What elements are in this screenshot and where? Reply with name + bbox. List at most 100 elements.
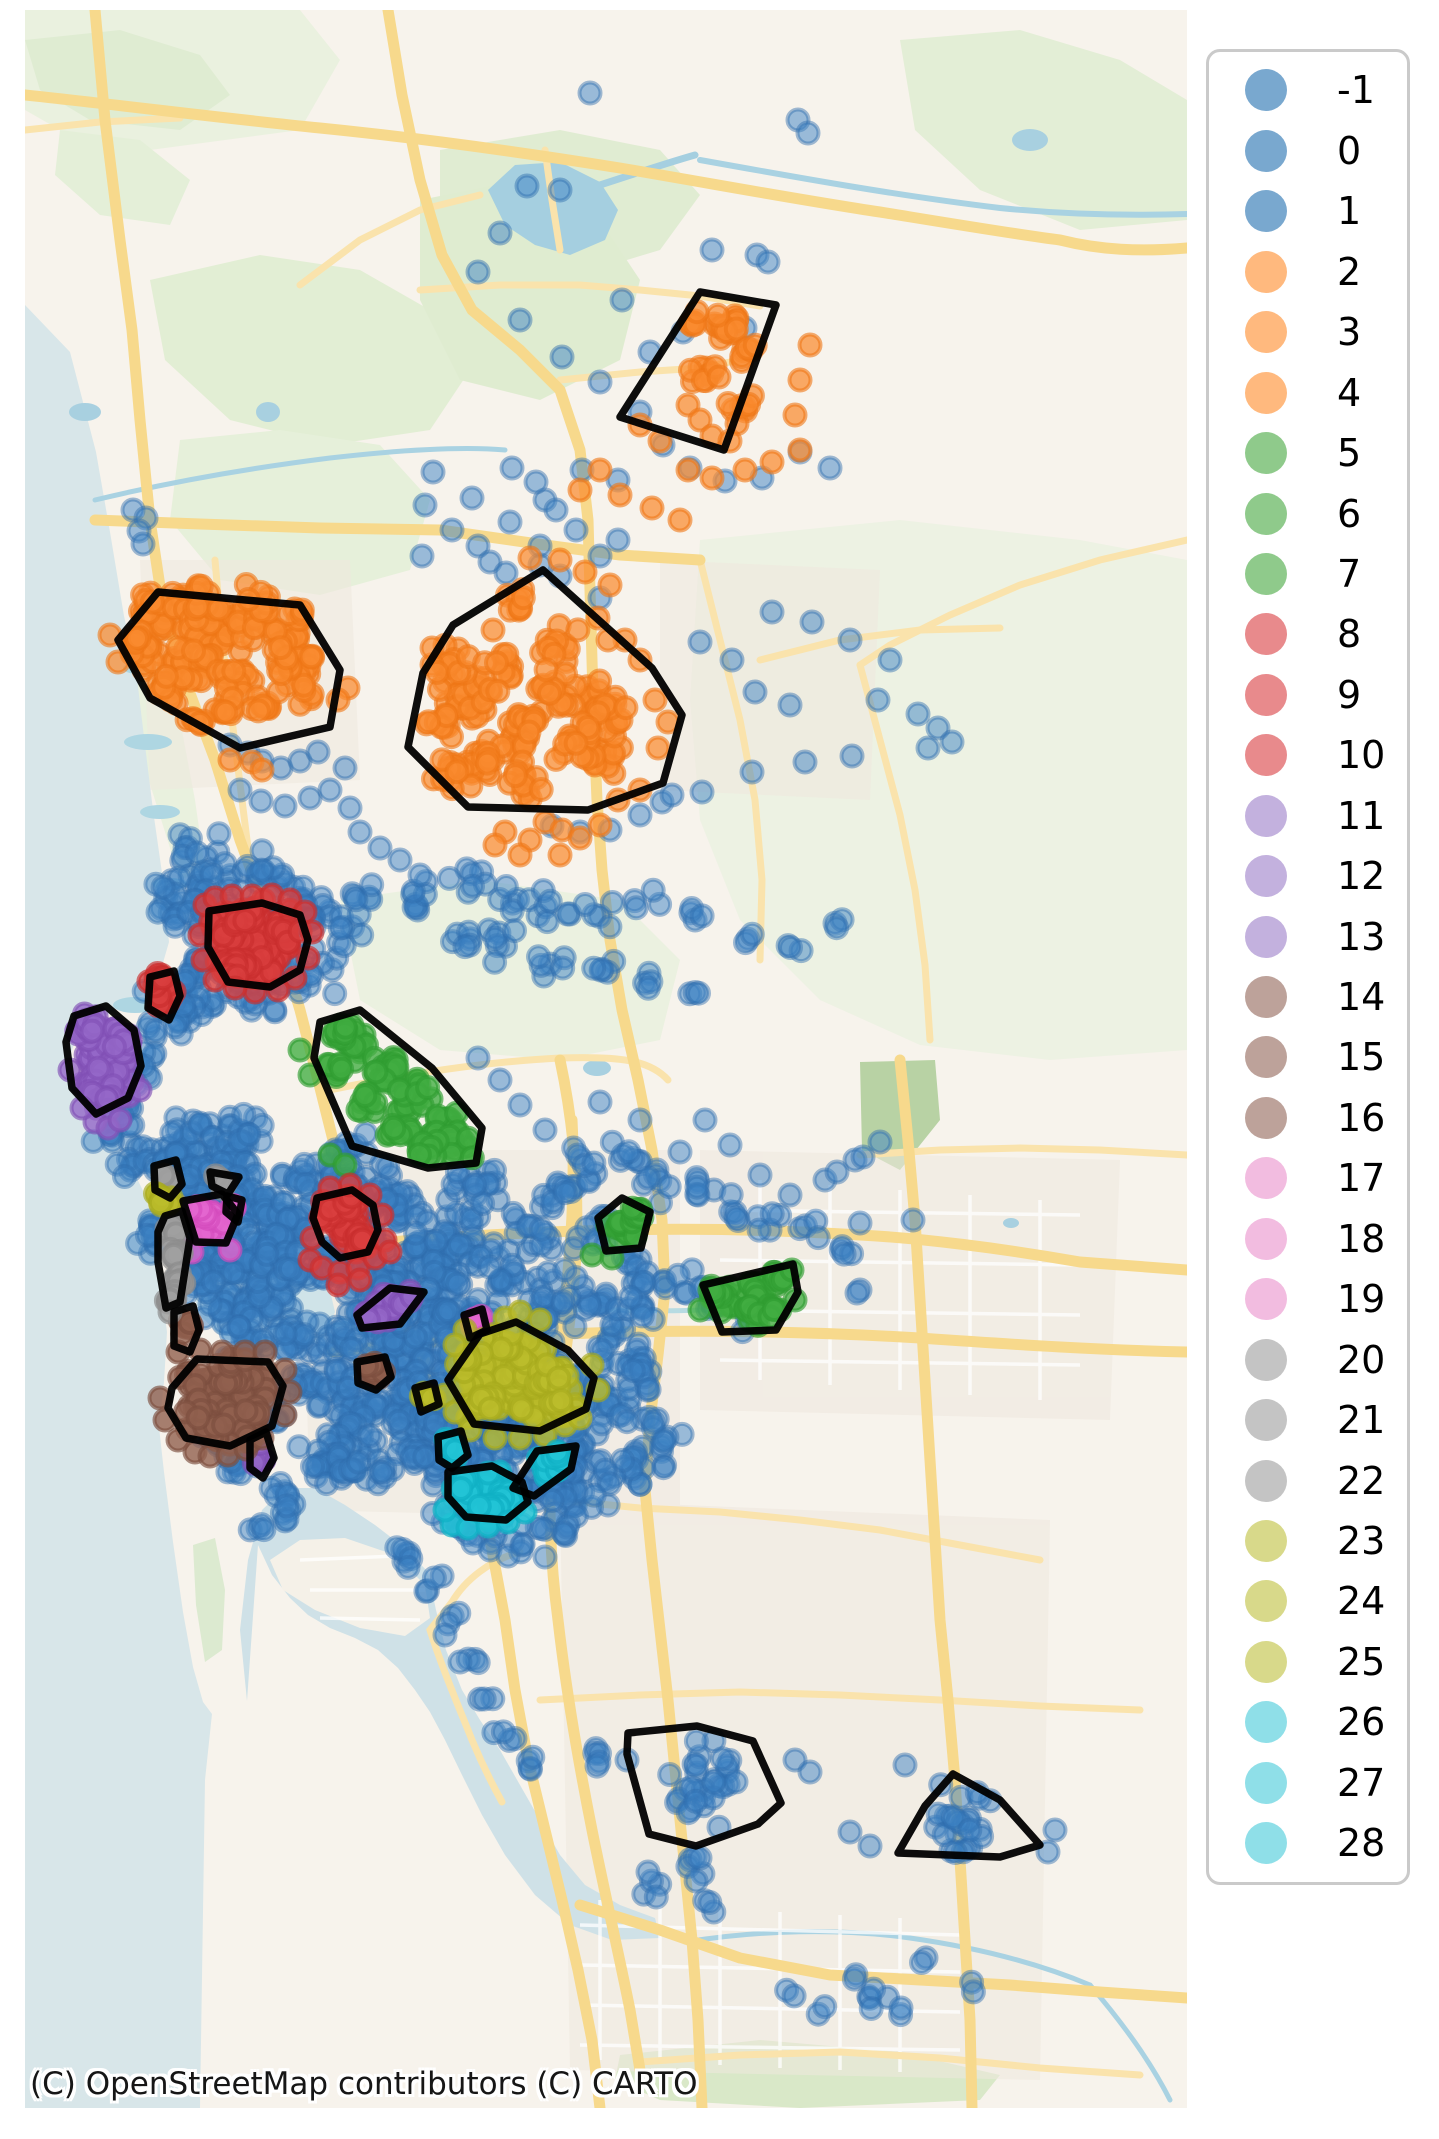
cluster-hull-olive: [411, 1379, 443, 1416]
legend-item: 5: [1209, 425, 1407, 481]
cluster-hull-green: [310, 1006, 486, 1172]
cluster-hull-orange: [114, 588, 344, 752]
legend-label: 22: [1337, 1458, 1386, 1503]
cluster-hull-gray: [154, 1207, 194, 1312]
legend-item: 13: [1209, 909, 1407, 965]
cluster-hull-purple: [62, 1002, 145, 1118]
cluster-hull-magenta: [179, 1190, 242, 1247]
legend-color-swatch: [1245, 69, 1287, 112]
legend-color-swatch: [1245, 311, 1287, 354]
map-canvas: [25, 10, 1187, 2108]
legend-label: 13: [1337, 914, 1386, 959]
legend-label: 8: [1337, 612, 1362, 657]
legend-item: 19: [1209, 1271, 1407, 1327]
legend-label: 3: [1337, 310, 1362, 355]
legend-label: 2: [1337, 249, 1362, 294]
legend-item: 4: [1209, 365, 1407, 421]
legend-color-swatch: [1245, 1338, 1287, 1381]
legend-item: 16: [1209, 1090, 1407, 1146]
cluster-hull-orange: [404, 566, 686, 814]
legend-label: 26: [1337, 1700, 1386, 1745]
legend-label: -1: [1337, 68, 1375, 113]
legend-color-swatch: [1245, 1761, 1287, 1804]
legend-label: 15: [1337, 1035, 1386, 1080]
legend-color-swatch: [1245, 1822, 1287, 1865]
cluster-hull-gray: [150, 1156, 186, 1202]
legend-label: 7: [1337, 551, 1362, 596]
legend-label: 5: [1337, 431, 1362, 476]
legend-label: 20: [1337, 1337, 1386, 1382]
legend-item: 21: [1209, 1392, 1407, 1448]
legend-label: 28: [1337, 1821, 1386, 1866]
legend-label: 4: [1337, 370, 1362, 415]
legend-color-swatch: [1245, 1580, 1287, 1623]
legend-color-swatch: [1245, 855, 1287, 898]
legend-label: 1: [1337, 189, 1362, 234]
legend-item: 27: [1209, 1755, 1407, 1811]
legend-color-swatch: [1245, 129, 1287, 172]
legend-item: 0: [1209, 123, 1407, 179]
legend-color-swatch: [1245, 250, 1287, 293]
legend-item: 6: [1209, 486, 1407, 542]
legend-item: 8: [1209, 606, 1407, 662]
legend-item: 15: [1209, 1029, 1407, 1085]
legend-item: 7: [1209, 546, 1407, 602]
legend-color-swatch: [1245, 1459, 1287, 1502]
cluster-hull-red: [204, 899, 312, 991]
legend-item: 9: [1209, 667, 1407, 723]
legend-item: 2: [1209, 244, 1407, 300]
legend-color-swatch: [1245, 1399, 1287, 1442]
cluster-hull-purple: [353, 1284, 428, 1332]
legend-label: 27: [1337, 1760, 1386, 1805]
map-figure: (C) OpenStreetMap contributors (C) CARTO: [25, 10, 1187, 2108]
legend-label: 6: [1337, 491, 1362, 536]
legend-item: 25: [1209, 1634, 1407, 1690]
legend-color-swatch: [1245, 976, 1287, 1018]
legend-item: 3: [1209, 304, 1407, 360]
legend-item: 12: [1209, 848, 1407, 904]
cluster-hull-green: [699, 1260, 802, 1336]
cluster-hull-red: [144, 967, 184, 1024]
legend-item: 11: [1209, 788, 1407, 844]
legend-label: 0: [1337, 128, 1362, 173]
cluster-hull-olive: [444, 1318, 598, 1435]
legend-item: 17: [1209, 1150, 1407, 1206]
cluster-hull-cyan: [444, 1462, 532, 1524]
cluster-hull-noise-blue: [894, 1770, 1044, 1861]
legend-color-swatch: [1245, 1701, 1287, 1744]
cluster-hull-red: [309, 1186, 382, 1262]
legend-color-swatch: [1245, 613, 1287, 656]
map-legend: -1 0 1 2 3 4 5 6 7 8 9 1: [1206, 49, 1410, 1885]
legend-color-swatch: [1245, 673, 1287, 716]
legend-label: 18: [1337, 1216, 1386, 1261]
cluster-dots-olive: [143, 1181, 611, 1451]
legend-label: 11: [1337, 793, 1386, 838]
legend-color-swatch: [1245, 1217, 1287, 1260]
legend-label: 10: [1337, 733, 1386, 778]
legend-color-swatch: [1245, 1096, 1287, 1139]
legend-label: 24: [1337, 1579, 1386, 1624]
cluster-dots-orange: [97, 299, 823, 868]
legend-label: 16: [1337, 1095, 1386, 1140]
cluster-hull-orange: [616, 288, 780, 454]
cluster-hull-green: [594, 1194, 654, 1255]
legend-color-swatch: [1245, 492, 1287, 535]
cluster-hull-cyan: [509, 1442, 580, 1500]
legend-item: 20: [1209, 1332, 1407, 1388]
legend-color-swatch: [1245, 371, 1287, 414]
legend-item: 18: [1209, 1211, 1407, 1267]
ocean: [25, 305, 212, 2108]
legend-item: 1: [1209, 183, 1407, 239]
legend-color-swatch: [1245, 1640, 1287, 1683]
legend-color-swatch: [1245, 552, 1287, 595]
legend-label: 12: [1337, 854, 1386, 899]
legend-color-swatch: [1245, 915, 1287, 958]
cluster-hulls-layer: [62, 288, 1044, 1861]
legend-item: 14: [1209, 969, 1407, 1025]
legend-item: 26: [1209, 1694, 1407, 1750]
cluster-hull-cyan: [434, 1427, 472, 1472]
cluster-hull-brown: [353, 1353, 395, 1394]
legend-item: 24: [1209, 1573, 1407, 1629]
legend-color-swatch: [1245, 1157, 1287, 1200]
